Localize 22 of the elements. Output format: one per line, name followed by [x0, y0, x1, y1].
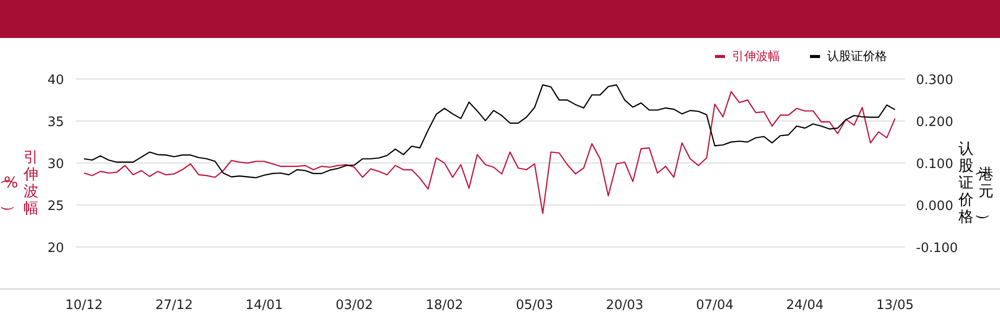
y-tick-label: 25 — [47, 199, 64, 214]
y2-tick-label: 0.100 — [916, 157, 954, 172]
y2-tick-label: 0.300 — [916, 73, 954, 88]
x-tick-label: 18/02 — [426, 298, 464, 313]
x-tick-label: 27/12 — [155, 298, 193, 313]
x-tick-label: 20/03 — [606, 298, 644, 313]
x-tick-label: 03/02 — [336, 298, 374, 313]
x-tick-label: 14/01 — [245, 298, 283, 313]
x-tick-label: 13/05 — [876, 298, 914, 313]
y-tick-label: 30 — [47, 157, 64, 172]
x-tick-label: 05/03 — [516, 298, 554, 313]
x-tick-label: 10/12 — [65, 298, 103, 313]
y2-tick-label: 0.000 — [916, 199, 954, 214]
y-tick-label: 40 — [47, 73, 64, 88]
x-tick-label: 24/04 — [786, 298, 824, 313]
x-tick-label: 07/04 — [696, 298, 734, 313]
y-tick-label: 20 — [47, 241, 64, 256]
y2-tick-label: -0.100 — [916, 241, 958, 256]
y-tick-label: 35 — [47, 115, 64, 130]
legend-label: 引伸波幅 — [732, 49, 780, 63]
y2-tick-label: 0.200 — [916, 115, 954, 130]
legend-label: 认股证价格 — [827, 49, 887, 63]
